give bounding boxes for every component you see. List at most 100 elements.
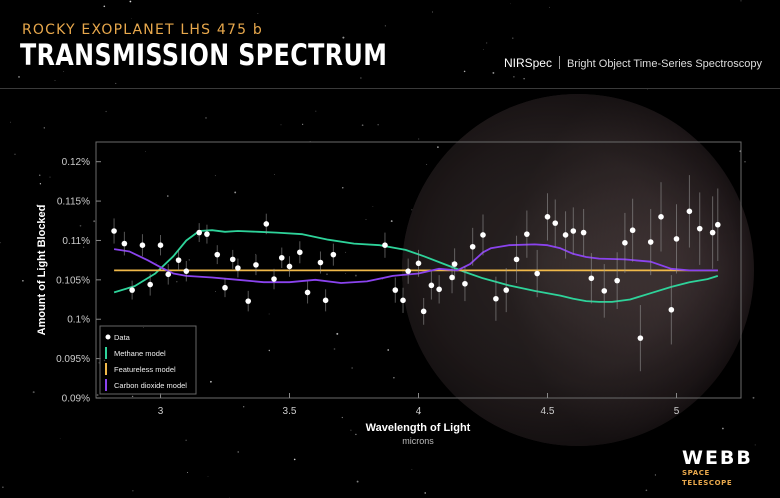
star bbox=[342, 36, 345, 39]
data-points bbox=[111, 208, 721, 341]
data-point bbox=[382, 242, 388, 248]
star bbox=[295, 44, 298, 46]
legend-label: Carbon dioxide model bbox=[114, 381, 187, 390]
x-tick-label: 3.5 bbox=[283, 406, 297, 417]
star bbox=[268, 349, 270, 352]
carbon-dioxide-model-line bbox=[113, 243, 718, 284]
star bbox=[131, 18, 132, 19]
star bbox=[185, 439, 187, 441]
star bbox=[49, 176, 51, 178]
star bbox=[293, 458, 296, 461]
data-point bbox=[614, 277, 620, 284]
legend-label: Methane model bbox=[114, 349, 166, 358]
star bbox=[691, 471, 693, 473]
legend-label: Featureless model bbox=[114, 365, 176, 374]
data-point bbox=[175, 257, 182, 263]
star bbox=[616, 67, 618, 69]
data-point bbox=[400, 297, 406, 304]
star bbox=[754, 444, 756, 446]
star bbox=[39, 174, 41, 176]
star bbox=[280, 124, 282, 126]
data-point bbox=[278, 254, 285, 261]
data-point bbox=[229, 256, 236, 263]
x-tick-label: 3 bbox=[158, 406, 164, 417]
data-point bbox=[304, 289, 311, 296]
data-point bbox=[436, 286, 442, 293]
legend-box bbox=[99, 325, 197, 395]
data-point bbox=[601, 288, 608, 294]
data-point bbox=[480, 232, 486, 238]
star bbox=[384, 25, 386, 27]
star bbox=[105, 110, 107, 113]
star bbox=[482, 49, 484, 50]
data-point bbox=[493, 295, 499, 302]
star bbox=[365, 218, 367, 221]
star bbox=[2, 486, 4, 489]
data-point bbox=[415, 260, 422, 267]
star bbox=[132, 490, 134, 492]
y-tick-label: 0.09% bbox=[62, 394, 90, 405]
instrument-separator bbox=[558, 56, 560, 69]
data-point bbox=[204, 231, 210, 237]
y-tick-label: 0.115% bbox=[57, 197, 90, 208]
star bbox=[144, 151, 146, 152]
data-point bbox=[552, 220, 559, 226]
star bbox=[377, 124, 379, 126]
star bbox=[79, 224, 82, 227]
star bbox=[215, 291, 216, 292]
data-point bbox=[588, 275, 595, 282]
star bbox=[513, 76, 515, 78]
star bbox=[345, 251, 347, 253]
y-tick-label: 0.095% bbox=[56, 354, 90, 365]
star bbox=[341, 416, 343, 419]
star bbox=[354, 274, 357, 277]
star bbox=[372, 206, 374, 207]
star bbox=[210, 380, 212, 383]
star bbox=[512, 37, 514, 39]
star bbox=[302, 123, 304, 125]
star bbox=[129, 0, 132, 3]
star bbox=[39, 183, 42, 185]
data-point bbox=[392, 287, 399, 293]
star bbox=[463, 70, 466, 73]
data-point bbox=[534, 270, 540, 277]
y-tick-label: 0.11% bbox=[62, 236, 90, 247]
star bbox=[387, 349, 390, 351]
star bbox=[63, 71, 65, 72]
webb-logo-main: WEBB bbox=[682, 447, 753, 469]
star bbox=[752, 396, 755, 399]
star bbox=[486, 42, 488, 44]
data-point bbox=[271, 276, 277, 282]
y-tick-label: 0.105% bbox=[56, 275, 90, 286]
observation-mode: Bright Object Time-Series Spectroscopy bbox=[566, 58, 762, 70]
star bbox=[229, 496, 231, 498]
data-point bbox=[637, 335, 644, 341]
star bbox=[43, 127, 45, 129]
star bbox=[257, 13, 259, 15]
data-point bbox=[469, 243, 476, 250]
data-point bbox=[524, 231, 530, 237]
data-point bbox=[245, 298, 252, 304]
star bbox=[188, 259, 190, 261]
star bbox=[36, 204, 38, 207]
star bbox=[197, 235, 199, 237]
star bbox=[426, 164, 428, 165]
data-point bbox=[214, 251, 221, 258]
star bbox=[83, 246, 85, 248]
x-axis-unit: microns bbox=[402, 436, 434, 446]
y-tick-label: 0.12% bbox=[62, 157, 90, 168]
x-tick-label: 4.5 bbox=[541, 406, 555, 417]
data-point bbox=[658, 214, 664, 220]
star bbox=[360, 77, 362, 79]
data-point bbox=[709, 229, 716, 236]
chart-subtitle: ROCKY EXOPLANET LHS 475 b bbox=[22, 22, 263, 38]
data-point bbox=[513, 256, 520, 263]
star bbox=[722, 427, 724, 430]
star bbox=[115, 82, 117, 84]
star bbox=[654, 474, 656, 476]
star bbox=[187, 472, 189, 473]
star bbox=[96, 394, 99, 396]
data-point bbox=[129, 287, 135, 293]
star bbox=[356, 480, 359, 483]
